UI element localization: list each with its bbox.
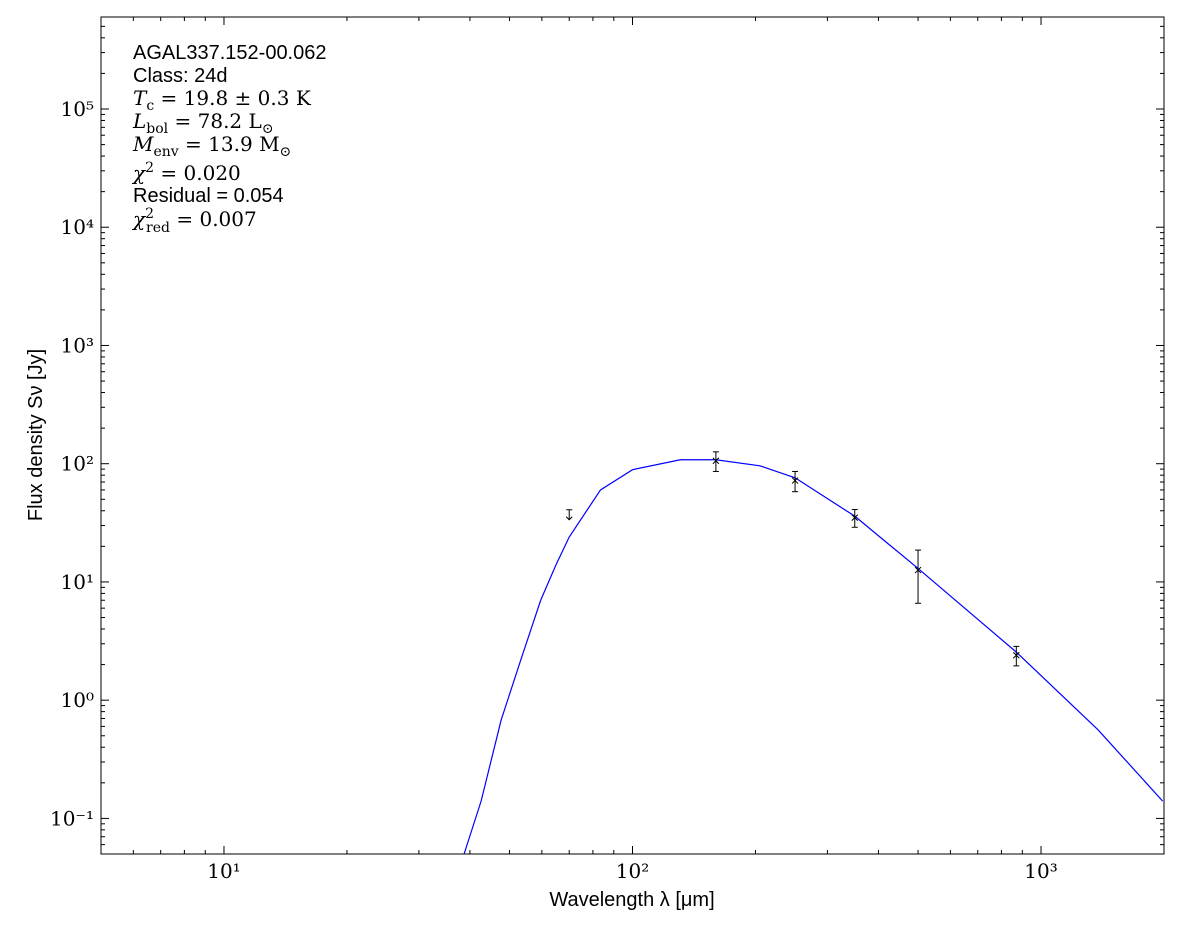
annotation: Menv = 13.9 M⊙	[132, 132, 291, 160]
annotation-part: env	[153, 144, 178, 160]
annotation: Lbol = 78.2 L⊙	[132, 109, 274, 137]
data-point	[712, 457, 720, 465]
annotation: Class: 24d	[133, 65, 228, 87]
annotation-part: L	[132, 109, 146, 133]
y-tick-label: 10³	[61, 333, 94, 357]
y-tick-label: 10⁵	[61, 97, 94, 121]
annotation-part: = 19.8 ± 0.3 K	[154, 86, 312, 110]
y-tick-label: 10⁰	[61, 688, 94, 712]
y-tick-label: 10¹	[61, 570, 94, 594]
annotation-part: AGAL337.152-00.062	[133, 42, 327, 64]
x-tick-label: 10³	[1024, 859, 1057, 883]
y-tick-label: 10²	[61, 452, 94, 476]
annotation-part: 2	[145, 206, 154, 222]
annotation: AGAL337.152-00.062	[133, 42, 327, 64]
annotation-part: χ	[131, 207, 147, 231]
y-axis-label: Flux density Sν [Jy]	[25, 349, 47, 521]
x-axis-label: Wavelength λ [μm]	[549, 889, 714, 911]
annotation: χ2 red = 0.007	[131, 206, 257, 236]
model-curve	[463, 459, 1164, 854]
annotation-part: = 0.007	[170, 207, 257, 231]
annotation-part: χ	[131, 161, 147, 185]
annotation-part: red	[146, 220, 170, 236]
annotation-part: Class: 24d	[133, 65, 228, 87]
x-tick-label: 10²	[616, 859, 649, 883]
annotation-part: c	[146, 98, 154, 114]
annotation-part: Residual = 0.054	[133, 185, 284, 207]
annotation-part: = 13.9 M	[179, 132, 280, 156]
data-point	[791, 477, 799, 484]
data-point	[1012, 651, 1020, 659]
plot-area	[463, 451, 1164, 854]
annotation: χ2 = 0.020	[131, 160, 241, 185]
x-tick-label: 10¹	[207, 859, 240, 883]
data-point	[914, 566, 922, 574]
annotation-part: ⊙	[280, 144, 292, 160]
annotation-part: = 78.2 L	[168, 109, 262, 133]
annotation-part: T	[133, 86, 148, 110]
annotation: Residual = 0.054	[133, 185, 284, 207]
annotation-part: = 0.020	[154, 161, 241, 185]
annotation: Tc = 19.8 ± 0.3 K	[133, 86, 312, 114]
y-tick-label: 10⁴	[61, 215, 94, 239]
upper-limit	[565, 509, 573, 521]
annotation-part: bol	[146, 121, 168, 137]
data-point	[851, 514, 859, 521]
annotation-part: 2	[145, 160, 154, 176]
annotation-part: M	[132, 132, 154, 156]
y-tick-label: 10⁻¹	[50, 806, 94, 830]
annotation-part: ⊙	[262, 121, 274, 137]
